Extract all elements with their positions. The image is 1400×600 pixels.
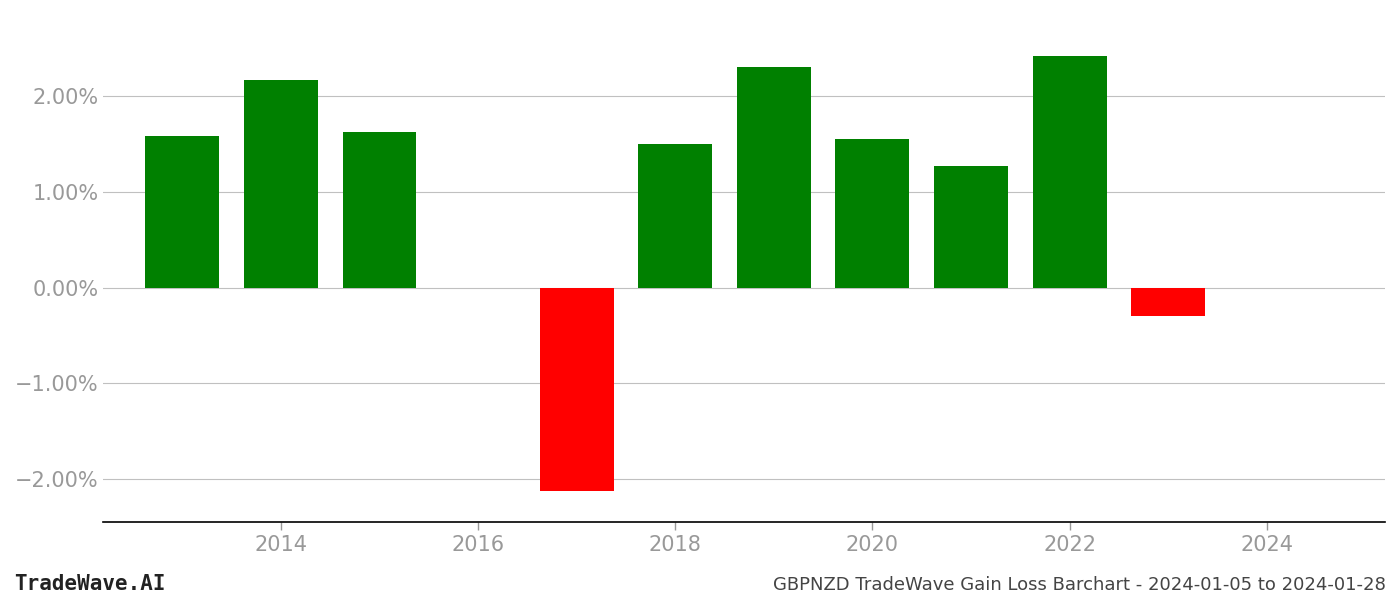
Bar: [934, 166, 1008, 287]
Bar: [736, 67, 811, 287]
Text: GBPNZD TradeWave Gain Loss Barchart - 2024-01-05 to 2024-01-28: GBPNZD TradeWave Gain Loss Barchart - 20…: [773, 576, 1386, 594]
Bar: [244, 80, 318, 287]
Bar: [539, 287, 613, 491]
Bar: [1033, 56, 1106, 287]
Bar: [343, 131, 416, 287]
Bar: [146, 136, 220, 287]
Text: TradeWave.AI: TradeWave.AI: [14, 574, 165, 594]
Bar: [1131, 287, 1205, 316]
Bar: [638, 144, 713, 287]
Bar: [836, 139, 910, 287]
